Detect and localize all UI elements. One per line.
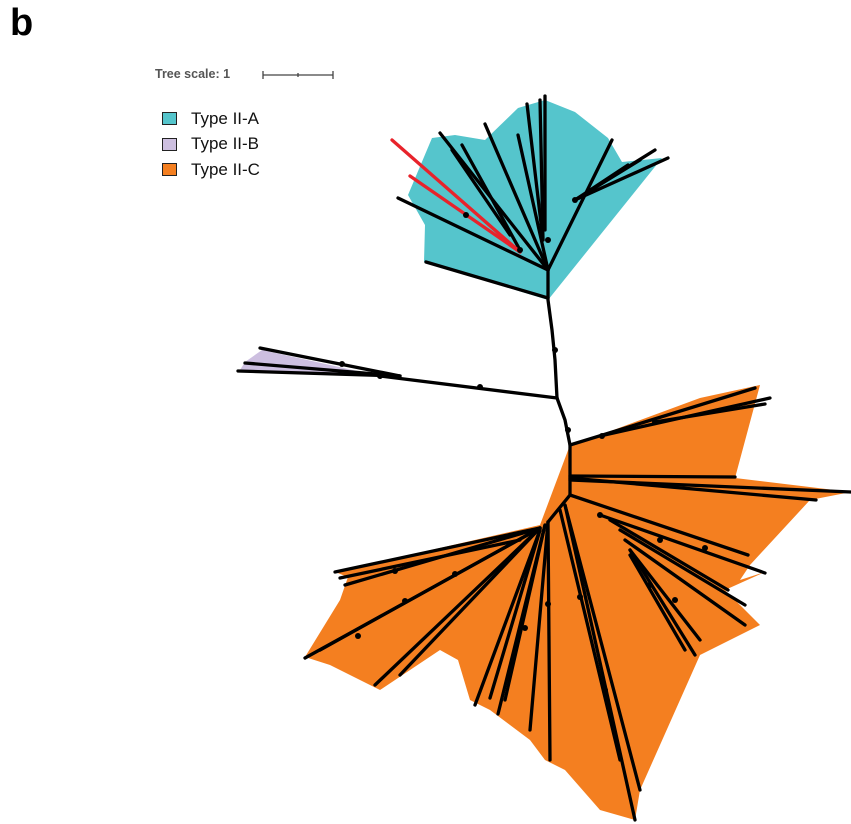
clade-type-ii-a-branches [396,94,670,300]
tree-nodes [339,197,708,693]
legend-item-type-ii-c: Type II-C [162,157,260,183]
legend: Type II-A Type II-B Type II-C [162,106,260,183]
clade-type-ii-b-area [240,350,380,376]
legend-label-type-ii-c: Type II-C [191,159,260,179]
legend-item-type-ii-a: Type II-A [162,106,260,132]
clade-type-ii-c-area [305,385,851,820]
legend-swatch-type-ii-a [162,112,177,126]
tree-scale-bar [262,71,334,79]
tree-backbone [378,268,572,524]
tree-scale-label: Tree scale: 1 [155,67,231,81]
legend-label-type-ii-a: Type II-A [191,108,260,128]
clade-type-ii-b-branches [236,346,402,378]
clade-type-ii-c-branches [303,386,851,822]
legend-label-type-ii-b: Type II-B [191,134,260,154]
clade-type-ii-a-area [408,100,662,300]
legend-swatch-type-ii-b [162,137,177,151]
legend-swatch-type-ii-c [162,163,177,177]
panel-label: b [10,2,34,44]
legend-item-type-ii-b: Type II-B [162,132,260,158]
